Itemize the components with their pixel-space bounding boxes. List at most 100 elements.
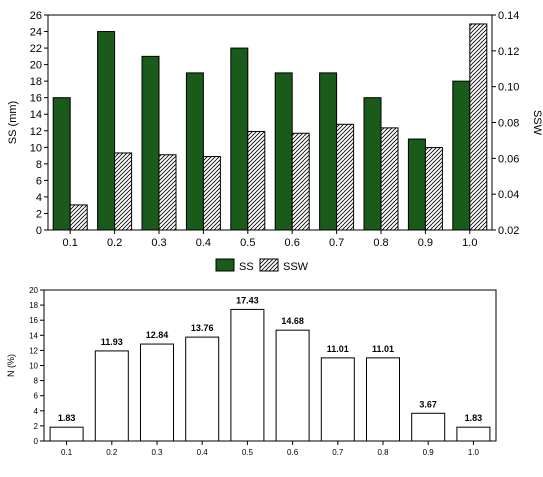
y-tick-label: 12	[29, 346, 38, 355]
legend-label-ss: SS	[239, 261, 254, 273]
left-tick-label: 16	[30, 93, 42, 105]
right-tick-label: 0.10	[498, 82, 519, 94]
ssw-bar	[469, 23, 488, 231]
x-tick-label: 0.7	[329, 237, 344, 249]
left-tick-label: 22	[30, 43, 42, 55]
n-bar	[94, 350, 129, 442]
x-tick-label: 0.4	[196, 237, 211, 249]
x-tick-label: 0.3	[151, 237, 166, 249]
y-tick-label: 20	[29, 286, 38, 295]
ssw-bar	[336, 123, 355, 231]
ss-bar	[363, 97, 382, 231]
data-label: 17.43	[236, 295, 259, 305]
x-tick-label: 0.1	[63, 237, 78, 249]
data-label-background	[276, 315, 309, 327]
y-tick-label: 10	[29, 362, 38, 371]
data-label: 11.01	[327, 344, 349, 354]
bottom-chart: 0 2 4 6 8 10 12 14 16 18 20 0.1 0.2 0.3 0.4 0.5 0.6 0.7 0.…	[6, 286, 497, 457]
right-tick-label: 0.12	[498, 46, 519, 58]
left-tick-label: 18	[30, 76, 42, 88]
n-bar	[49, 426, 84, 442]
ss-bar	[52, 97, 71, 231]
x-tick-label: 0.8	[373, 237, 388, 249]
data-label: 11.01	[372, 344, 394, 354]
x-tick-label: 0.8	[377, 448, 389, 457]
left-tick-label: 10	[30, 142, 42, 154]
left-tick-label: 20	[30, 60, 42, 72]
data-label-background	[141, 329, 173, 341]
right-tick-label: 0.14	[498, 10, 519, 22]
y-tick-label: 6	[34, 392, 39, 401]
left-tick-label: 4	[36, 192, 42, 204]
y-tick-label: 0	[34, 437, 39, 446]
y-tick-label: 16	[29, 316, 38, 325]
top-legend: SS SSW	[215, 258, 309, 273]
n-bar	[140, 343, 174, 442]
x-tick-label: 0.4	[197, 448, 209, 457]
ssw-bar	[114, 152, 133, 231]
left-tick-label: 26	[30, 10, 42, 22]
ssw-bar	[424, 147, 443, 231]
data-label-background	[95, 335, 128, 347]
y-tick-label: 4	[34, 407, 39, 416]
ssw-bar	[291, 132, 310, 231]
data-label: 14.68	[281, 316, 304, 326]
n-bar	[230, 308, 265, 442]
data-label: 3.67	[419, 399, 437, 409]
y-tick-label: 8	[34, 377, 39, 386]
legend-swatch-ss	[215, 258, 235, 272]
left-tick-label: 2	[36, 208, 42, 220]
left-tick-label: 14	[30, 109, 42, 121]
n-bar	[456, 426, 491, 442]
left-tick-label: 12	[30, 126, 42, 138]
data-label-background	[367, 342, 399, 354]
right-tick-label: 0.08	[498, 118, 519, 130]
data-label-background	[460, 412, 487, 424]
ssw-bar	[202, 156, 221, 231]
ss-bar	[97, 31, 116, 231]
data-label-background	[231, 294, 264, 306]
ss-bar	[141, 55, 160, 231]
x-tick-label: 0.1	[61, 448, 73, 457]
n-bar	[366, 357, 400, 442]
n-bar	[411, 412, 446, 442]
x-tick-label: 0.9	[423, 448, 435, 457]
x-tick-label: 1.0	[462, 237, 477, 249]
ssw-bar	[380, 127, 399, 231]
ss-bar	[230, 47, 249, 231]
left-tick-label: 24	[30, 27, 42, 39]
ss-bar	[274, 72, 293, 231]
left-tick-label: 8	[36, 159, 42, 171]
data-label-background	[415, 398, 442, 410]
data-label-background	[53, 412, 80, 424]
n-bar	[185, 336, 220, 442]
x-tick-label: 1.0	[468, 448, 480, 457]
left-tick-label: 0	[36, 225, 42, 237]
x-tick-label: 0.7	[332, 448, 344, 457]
legend-label-ssw: SSW	[283, 261, 309, 273]
x-tick-label: 0.2	[106, 448, 118, 457]
n-bar	[275, 329, 310, 442]
data-label-background	[186, 322, 219, 334]
x-tick-label: 0.3	[151, 448, 163, 457]
right-tick-label: 0.02	[498, 225, 519, 237]
right-tick-label: 0.06	[498, 153, 519, 165]
x-tick-label: 0.5	[240, 237, 255, 249]
left-axis-title: SS (mm)	[7, 101, 19, 144]
right-axis-title: SSW	[531, 110, 543, 136]
x-tick-label: 0.9	[418, 237, 433, 249]
x-tick-label: 0.5	[242, 448, 254, 457]
data-label: 12.84	[146, 330, 169, 340]
right-tick-label: 0.04	[498, 189, 519, 201]
legend-swatch-ssw	[259, 258, 279, 272]
ss-bar	[452, 80, 471, 231]
y-axis-title: N (%)	[6, 354, 16, 377]
x-tick-label: 0.2	[107, 237, 122, 249]
ss-bar	[407, 138, 426, 231]
ssw-bar	[158, 154, 177, 231]
y-tick-label: 2	[34, 422, 39, 431]
y-tick-label: 14	[29, 331, 38, 340]
data-label: 11.93	[101, 337, 123, 347]
x-tick-label: 0.6	[285, 237, 300, 249]
